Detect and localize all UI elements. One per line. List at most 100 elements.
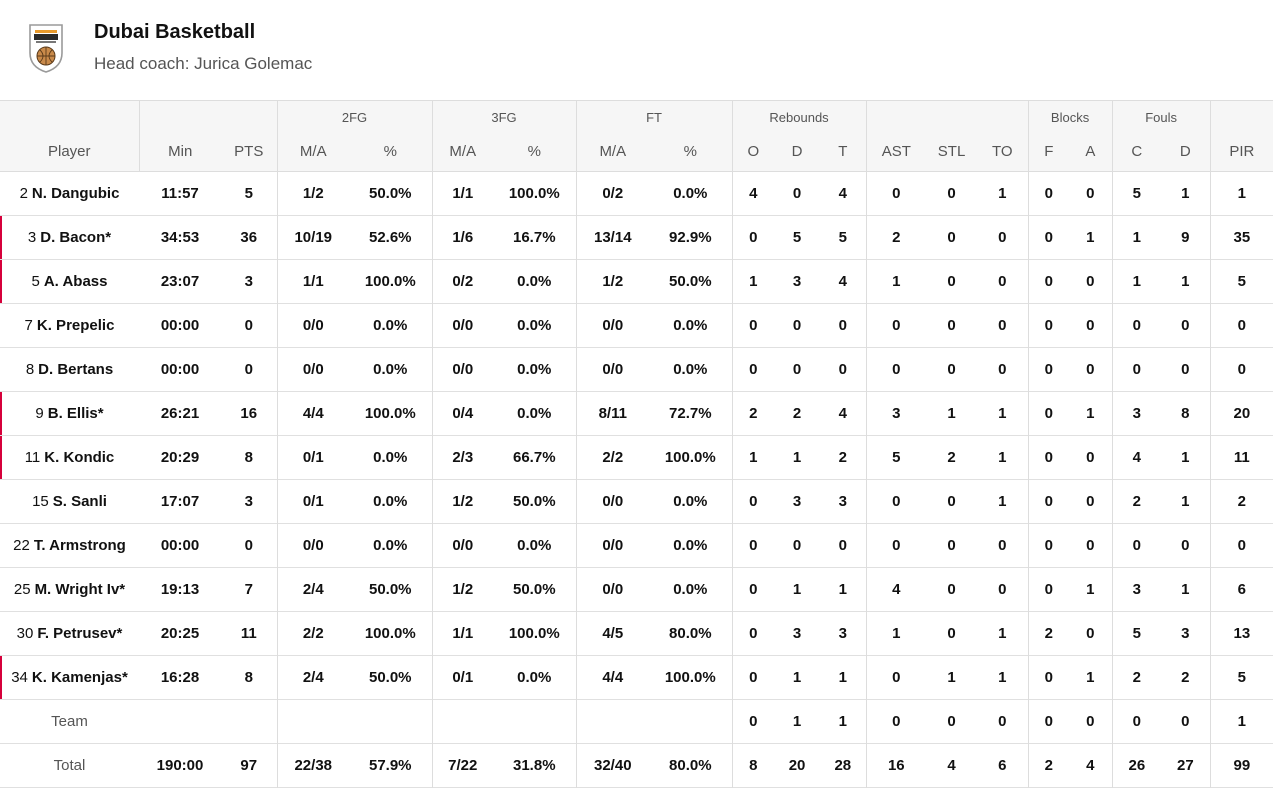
stat-foul-d: 0 (1181, 713, 1190, 730)
stat-foul-c: 1 (1111, 215, 1162, 260)
col-min: Min (138, 131, 221, 172)
stat-3fg-ma: 2/3 (431, 435, 494, 480)
stat-ast: 0 (865, 303, 927, 348)
stat-2fg-pct: 52.6% (368, 229, 412, 246)
stat-ft-ma: 0/2 (575, 171, 650, 216)
stat-foul-d: 8 (1181, 405, 1190, 422)
player-number: 2 (19, 185, 28, 202)
stat-ft-ma: 4/4 (575, 655, 650, 700)
stat-blk-a: 0 (1086, 625, 1095, 642)
stat-3fg-pct: 0.0% (517, 361, 552, 378)
stat-to: 0 (998, 581, 1007, 598)
stat-pir: 20 (1209, 391, 1273, 436)
stat-ast: 1 (865, 611, 927, 656)
player-name-link[interactable]: D. Bertans (38, 361, 114, 378)
stat-ast: 0 (865, 171, 927, 216)
stat-to: 0 (998, 273, 1007, 290)
stat-min: 11:57 (161, 185, 199, 202)
stat-foul-d: 1 (1181, 273, 1190, 290)
stat-3fg-pct (493, 700, 576, 744)
player-cell: 7 K. Prepelic (0, 304, 139, 348)
player-name-link[interactable]: M. Wright Iv* (34, 581, 126, 598)
stat-reb-o: 2 (731, 391, 775, 436)
stat-pts: 11 (240, 625, 257, 642)
header-group-blocks: Blocks (1027, 100, 1113, 132)
stat-3fg-ma: 1/1 (431, 611, 494, 656)
stat-reb-o: 0 (731, 347, 775, 392)
player-name-link[interactable]: S. Sanli (52, 493, 107, 510)
player-cell: 22 T. Armstrong (0, 524, 139, 568)
stat-2fg-pct: 57.9% (368, 757, 412, 774)
player-cell: 11 K. Kondic (0, 436, 139, 480)
stat-foul-d: 9 (1181, 229, 1190, 246)
stat-blk-f: 0 (1027, 567, 1070, 612)
stat-2fg-ma: 10/19 (276, 215, 349, 260)
stat-stl: 0 (947, 537, 956, 554)
stat-reb-o: 0 (731, 655, 775, 700)
stat-ft-pct: 0.0% (673, 581, 708, 598)
stat-min: 190:00 (156, 757, 204, 774)
stat-3fg-ma: 0/0 (431, 523, 494, 568)
player-name-link[interactable]: K. Kamenjas* (31, 669, 128, 686)
player-number: 5 (31, 273, 40, 290)
stat-reb-t: 0 (838, 317, 847, 334)
stat-reb-d: 0 (792, 537, 802, 554)
stat-blk-f: 0 (1027, 523, 1070, 568)
stat-reb-t: 4 (838, 185, 847, 202)
stat-ft-ma: 0/0 (575, 303, 650, 348)
stat-blk-a: 0 (1086, 537, 1095, 554)
stat-ft-ma: 0/0 (575, 347, 650, 392)
stat-pts: 5 (244, 185, 253, 202)
stat-ast: 0 (865, 699, 927, 744)
col-ft-pct: % (649, 131, 733, 172)
player-name-link[interactable]: D. Bacon* (40, 229, 112, 246)
stat-3fg-pct: 0.0% (517, 669, 552, 686)
player-name-link[interactable]: K. Prepelic (36, 317, 115, 334)
stat-3fg-ma: 0/0 (431, 347, 494, 392)
stat-2fg-ma: 0/0 (276, 303, 349, 348)
stat-reb-o: 0 (731, 567, 775, 612)
stat-blk-f: 2 (1027, 743, 1070, 788)
stat-3fg-ma: 1/2 (431, 567, 494, 612)
player-name-link[interactable]: K. Kondic (44, 449, 115, 466)
player-name-link[interactable]: A. Abass (43, 273, 108, 290)
stat-2fg-pct: 100.0% (364, 405, 416, 422)
stat-reb-t: 28 (834, 757, 852, 774)
player-name-link[interactable]: B. Ellis* (47, 405, 104, 422)
stat-reb-t: 1 (838, 669, 847, 686)
stat-2fg-pct: 100.0% (364, 273, 416, 290)
player-number: 3 (27, 229, 37, 246)
player-cell: 2 N. Dangubic (0, 172, 139, 216)
stat-ast: 0 (865, 479, 927, 524)
stat-3fg-pct: 100.0% (508, 625, 560, 642)
player-name-link[interactable]: N. Dangubic (31, 185, 120, 202)
stat-to: 1 (998, 669, 1007, 686)
stat-pts (221, 700, 277, 744)
player-cell: 5 A. Abass (0, 260, 139, 304)
stat-pir: 13 (1209, 611, 1273, 656)
stat-reb-o: 0 (731, 479, 775, 524)
stat-3fg-ma: 7/22 (431, 743, 494, 788)
col-3fg-ma: M/A (431, 131, 494, 172)
stat-foul-d: 1 (1181, 185, 1190, 202)
stat-3fg-pct: 0.0% (517, 405, 552, 422)
player-name-link[interactable]: F. Petrusev* (37, 625, 123, 642)
stat-ft-pct: 0.0% (673, 493, 708, 510)
stat-reb-o: 0 (731, 699, 775, 744)
team-header: Dubai Basketball Head coach: Jurica Gole… (0, 0, 1273, 100)
total-row-label: Total (53, 757, 86, 774)
stat-pts: 0 (244, 537, 253, 554)
stat-foul-c: 26 (1111, 743, 1162, 788)
player-name-link[interactable]: T. Armstrong (33, 537, 126, 554)
player-cell: 3 D. Bacon* (0, 216, 139, 260)
player-number: 8 (25, 361, 35, 378)
stat-2fg-ma (276, 699, 349, 744)
player-row: 2 N. Dangubic 11:57 5 1/2 50.0% 1/1 100.0% 0/2 0.… (0, 171, 1273, 216)
stat-min: 17:07 (160, 493, 200, 510)
stat-3fg-ma: 1/2 (431, 479, 494, 524)
stat-ft-ma: 0/0 (575, 523, 650, 568)
stat-blk-f: 0 (1027, 391, 1070, 436)
stat-reb-d: 1 (792, 449, 802, 466)
stat-foul-c: 3 (1111, 391, 1162, 436)
stat-2fg-pct: 0.0% (373, 493, 408, 510)
